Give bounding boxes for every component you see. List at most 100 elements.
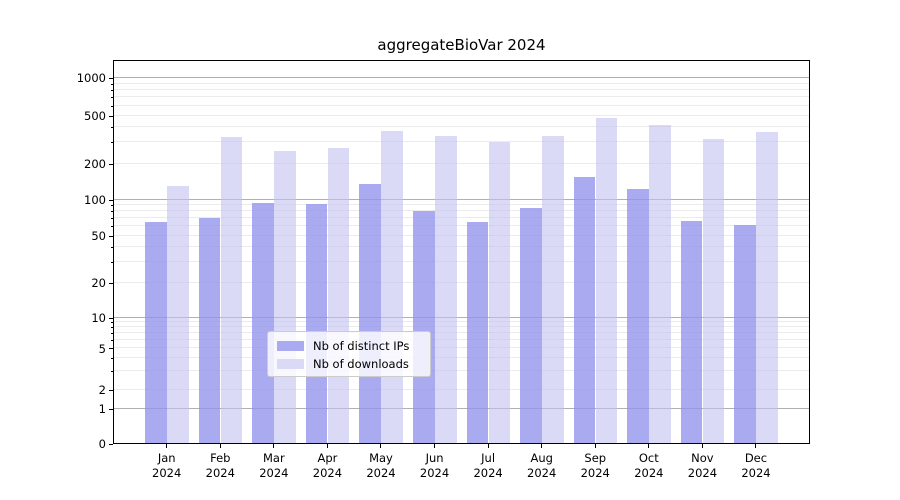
month-label: Jan — [157, 451, 176, 465]
gridline-minor — [114, 347, 809, 349]
year-label: 2024 — [580, 466, 610, 480]
gridline-minor — [114, 210, 809, 212]
gridline-minor — [114, 326, 809, 328]
x-axis-tick-label: Mar 2024 — [244, 451, 304, 481]
month-label: Sep — [584, 451, 607, 465]
y-minor-tick-mark — [111, 127, 113, 129]
y-tick-mark — [109, 443, 113, 445]
y-minor-tick-mark — [111, 142, 113, 144]
y-minor-tick-mark — [111, 97, 113, 99]
bar-downloads — [274, 150, 296, 443]
year-label: 2024 — [205, 466, 235, 480]
y-axis-tick-label: 100 — [84, 193, 106, 208]
y-axis-tick-label: 50 — [91, 229, 106, 243]
year-label: 2024 — [259, 466, 289, 480]
x-tick-mark — [648, 444, 650, 448]
bar-distinct-ips — [680, 220, 703, 443]
year-label: 2024 — [419, 466, 450, 480]
x-axis-tick-label: Feb 2024 — [190, 451, 250, 481]
bar-distinct-ips — [734, 224, 756, 443]
y-minor-tick-mark — [111, 83, 113, 85]
x-tick-mark — [755, 444, 757, 448]
x-tick-mark — [594, 444, 596, 448]
y-tick-mark — [109, 317, 113, 319]
y-axis-tick-label: 5 — [98, 341, 106, 356]
gridline-minor — [114, 225, 809, 227]
legend-swatch-distinct-ips — [277, 341, 304, 351]
y-axis-tick-label: 200 — [84, 157, 106, 172]
gridline-minor — [114, 332, 809, 334]
bar-downloads — [542, 136, 564, 443]
y-tick-mark — [109, 282, 113, 284]
bar-downloads — [595, 117, 618, 443]
bar-downloads — [381, 131, 403, 443]
y-axis-tick-label: 1 — [98, 402, 106, 417]
bar-distinct-ips — [198, 217, 221, 443]
month-label: Aug — [530, 451, 553, 465]
gridline-minor — [114, 88, 809, 90]
year-label: 2024 — [152, 466, 182, 480]
legend-item: Nb of downloads — [277, 355, 421, 373]
bar-downloads — [327, 147, 350, 443]
y-axis-tick-label: 10 — [91, 311, 106, 325]
bar-distinct-ips — [359, 184, 381, 443]
month-label: Jul — [481, 451, 496, 465]
gridline-major — [114, 76, 809, 78]
gridline-minor — [114, 96, 809, 98]
gridline-minor — [114, 281, 809, 283]
gridline-minor — [114, 246, 809, 248]
gridline-major — [114, 407, 809, 409]
month-label: Apr — [317, 451, 338, 465]
y-tick-mark — [109, 163, 113, 165]
y-tick-mark — [109, 408, 113, 410]
gridline-major — [114, 316, 809, 318]
bar-downloads — [649, 124, 671, 443]
year-label: 2024 — [366, 466, 396, 480]
legend-item: Nb of distinct IPs — [277, 337, 421, 355]
x-tick-mark — [166, 444, 168, 448]
y-minor-tick-mark — [111, 340, 113, 342]
gridline-minor — [114, 357, 809, 359]
plot-area — [113, 60, 810, 444]
gridline-minor — [114, 370, 809, 372]
bar-downloads — [756, 132, 778, 443]
month-label: Jun — [425, 451, 444, 465]
legend-label-downloads: Nb of downloads — [313, 357, 409, 371]
x-axis-tick-label: Nov 2024 — [672, 451, 732, 481]
x-tick-mark — [487, 444, 489, 448]
gridline-minor — [114, 321, 809, 323]
gridline-minor — [114, 234, 809, 236]
x-axis-tick-label: Jan 2024 — [137, 451, 197, 481]
y-axis-tick-label: 500 — [84, 109, 106, 123]
x-axis-tick-label: Jul 2024 — [458, 451, 518, 481]
legend-swatch-downloads — [277, 359, 304, 369]
bar-distinct-ips — [520, 208, 542, 443]
month-label: Nov — [691, 451, 714, 465]
x-axis-tick-label: Dec 2024 — [726, 451, 786, 481]
year-label: 2024 — [473, 466, 503, 480]
gridline-minor — [114, 388, 809, 390]
y-axis-tick-label: 2 — [98, 383, 106, 397]
gridline-minor — [114, 104, 809, 106]
month-label: Dec — [744, 451, 768, 465]
y-tick-mark — [109, 389, 113, 391]
x-axis-tick-label: May 2024 — [351, 451, 411, 481]
gridline-minor — [114, 339, 809, 341]
x-axis-tick-label: Oct 2024 — [619, 451, 679, 481]
y-axis-tick-label: 20 — [91, 276, 106, 291]
x-tick-mark — [219, 444, 221, 448]
gridline-minor — [114, 82, 809, 84]
x-tick-mark — [541, 444, 543, 448]
gridline-minor — [114, 126, 809, 128]
x-tick-mark — [326, 444, 328, 448]
x-axis-tick-label: Jun 2024 — [405, 451, 465, 481]
month-label: May — [369, 451, 393, 465]
bar-distinct-ips — [145, 222, 167, 443]
bar-distinct-ips — [573, 177, 596, 443]
year-label: 2024 — [687, 466, 718, 480]
y-minor-tick-mark — [111, 358, 113, 360]
y-axis-tick-label: 1000 — [76, 71, 106, 86]
year-label: 2024 — [634, 466, 664, 480]
y-tick-mark — [109, 235, 113, 237]
